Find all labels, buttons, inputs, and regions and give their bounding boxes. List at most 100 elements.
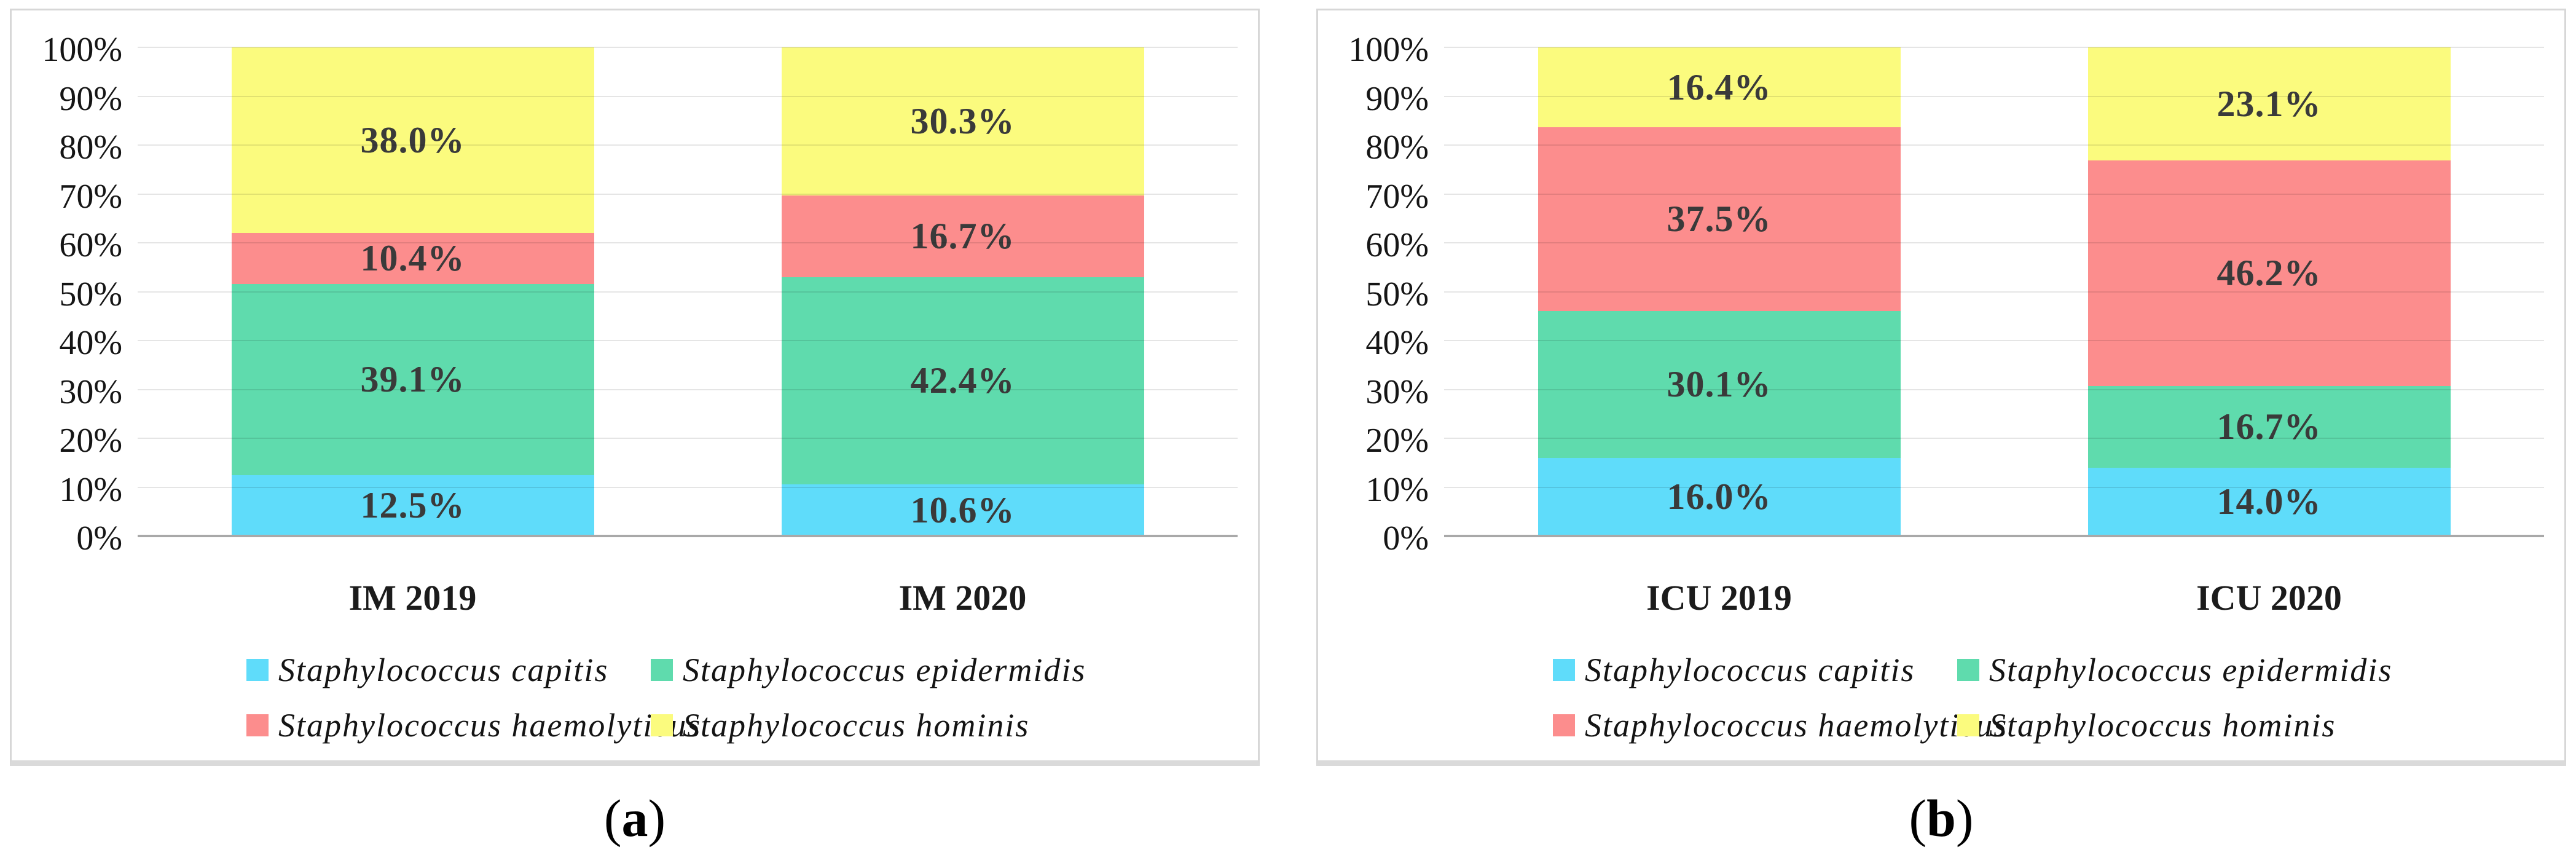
- data-label: 10.4%: [360, 238, 465, 279]
- y-axis-tick-label: 80%: [1365, 128, 1429, 167]
- legend-color-swatch: [651, 659, 673, 681]
- legend-series-name: Staphylococcus epidermidis: [683, 652, 1086, 688]
- data-label: 16.7%: [2217, 406, 2322, 447]
- legend-color-swatch: [1957, 714, 1979, 736]
- gridline: [138, 438, 1238, 439]
- gridline: [1444, 291, 2544, 293]
- bar-segment-im-2019: 39.1%: [231, 283, 594, 475]
- y-axis-tick-label: 100%: [1348, 31, 1429, 69]
- data-label: 42.4%: [910, 360, 1015, 401]
- caption-a-close-paren: ): [648, 789, 666, 848]
- data-label: 12.5%: [360, 485, 465, 526]
- gridline: [1444, 95, 2544, 97]
- caption-b-letter: b: [1926, 789, 1956, 848]
- y-axis-tick-label: 90%: [1365, 79, 1429, 118]
- stacked-bar-chart-panel-b: 16.0% 30.1% 37.5% 16.4% ICU 2019 14.0% 16.7% 46…: [1316, 9, 2566, 766]
- gridline: [1444, 47, 2544, 48]
- bar-segment-icu-2019: 16.4%: [1537, 47, 1901, 128]
- y-axis-tick-label: 60%: [1365, 226, 1429, 264]
- legend-item-haemolyticus: Staphylococcus haemolyticus: [1553, 709, 2008, 742]
- gridline: [1444, 340, 2544, 341]
- data-label: 16.4%: [1667, 67, 1772, 108]
- legend-color-swatch: [246, 659, 269, 681]
- caption-a-letter: a: [621, 789, 648, 848]
- x-axis-line: [1444, 535, 2544, 537]
- bar-segment-icu-2020: 46.2%: [2087, 160, 2451, 386]
- data-label: 16.7%: [910, 216, 1015, 257]
- bar-segment-icu-2019: 16.0%: [1537, 457, 1901, 536]
- caption-a-open-paren: (: [603, 789, 622, 848]
- legend-series-name: Staphylococcus haemolyticus: [278, 707, 702, 744]
- x-axis-line: [138, 535, 1238, 537]
- y-axis-tick-label: 30%: [1365, 372, 1429, 411]
- gridline: [1444, 388, 2544, 390]
- y-axis-tick-label: 70%: [1365, 177, 1429, 216]
- legend-color-swatch: [1553, 659, 1575, 681]
- data-label: 16.0%: [1667, 476, 1772, 518]
- y-axis-tick-label: 50%: [59, 275, 122, 313]
- gridline: [1444, 193, 2544, 195]
- category-label: IM 2019: [348, 578, 477, 618]
- subfigure-caption-a: (a): [389, 792, 881, 845]
- caption-b-open-paren: (: [1909, 789, 1927, 848]
- gridline: [1444, 486, 2544, 488]
- legend-item-hominis: Staphylococcus hominis: [1957, 709, 2336, 742]
- legend-series-name: Staphylococcus hominis: [1989, 707, 2336, 744]
- data-label: 10.6%: [910, 489, 1015, 530]
- legend-series-name: Staphylococcus capitis: [278, 652, 609, 688]
- legend-item-epidermidis: Staphylococcus epidermidis: [651, 653, 1086, 687]
- bar-segment-im-2019: 12.5%: [231, 475, 594, 536]
- legend-series-name: Staphylococcus hominis: [683, 707, 1030, 744]
- y-axis-tick-label: 0%: [1383, 519, 1429, 558]
- y-axis-tick-label: 70%: [59, 177, 122, 216]
- data-label: 46.2%: [2217, 253, 2322, 294]
- legend-series-name: Staphylococcus capitis: [1585, 652, 1915, 688]
- category-label: IM 2020: [898, 578, 1027, 618]
- y-axis-tick-label: 20%: [59, 422, 122, 460]
- y-axis-tick-label: 0%: [76, 519, 122, 558]
- data-label: 37.5%: [1667, 199, 1772, 240]
- gridline: [138, 340, 1238, 341]
- data-label: 23.1%: [2217, 83, 2322, 124]
- legend-series-name: Staphylococcus epidermidis: [1989, 652, 2393, 688]
- legend-item-capitis: Staphylococcus capitis: [1553, 653, 1915, 687]
- y-axis-tick-label: 10%: [1365, 470, 1429, 509]
- data-label: 14.0%: [2217, 481, 2322, 522]
- y-axis-tick-label: 40%: [59, 324, 122, 362]
- y-axis-tick-label: 100%: [42, 31, 122, 69]
- bar-segment-im-2019: 38.0%: [231, 47, 594, 234]
- bar-segment-im-2020: 16.7%: [781, 195, 1144, 277]
- bar-segment-im-2020: 42.4%: [781, 277, 1144, 484]
- bar-segment-im-2020: 10.6%: [781, 484, 1144, 536]
- bar-segment-icu-2019: 30.1%: [1537, 310, 1901, 458]
- legend-color-swatch: [1553, 714, 1575, 736]
- data-label: 38.0%: [360, 120, 465, 161]
- y-axis-tick-label: 60%: [59, 226, 122, 264]
- y-axis-tick-label: 80%: [59, 128, 122, 167]
- y-axis-tick-label: 50%: [1365, 275, 1429, 313]
- data-label: 30.3%: [910, 101, 1015, 142]
- category-label: ICU 2019: [1646, 578, 1792, 618]
- gridline: [138, 486, 1238, 488]
- data-label: 30.1%: [1667, 364, 1772, 405]
- bar-segment-icu-2020: 14.0%: [2087, 467, 2451, 536]
- y-axis-tick-label: 30%: [59, 372, 122, 411]
- y-axis-tick-label: 10%: [59, 470, 122, 509]
- gridline: [138, 144, 1238, 146]
- legend-color-swatch: [651, 714, 673, 736]
- gridline: [138, 242, 1238, 243]
- caption-b-close-paren: ): [1955, 789, 1974, 848]
- legend-item-epidermidis: Staphylococcus epidermidis: [1957, 653, 2392, 687]
- category-label: ICU 2020: [2196, 578, 2342, 618]
- gridline: [138, 291, 1238, 293]
- gridline: [138, 193, 1238, 195]
- gridline: [138, 388, 1238, 390]
- legend-color-swatch: [1957, 659, 1979, 681]
- bar-segment-icu-2019: 37.5%: [1537, 127, 1901, 311]
- y-axis-tick-label: 40%: [1365, 324, 1429, 362]
- stacked-bar-chart-panel-a: 12.5% 39.1% 10.4% 38.0% IM 2019 10.6% 42.4% 16.…: [10, 9, 1260, 766]
- legend-item-hominis: Staphylococcus hominis: [651, 709, 1029, 742]
- gridline: [1444, 242, 2544, 243]
- legend-color-swatch: [246, 714, 269, 736]
- legend-item-capitis: Staphylococcus capitis: [246, 653, 608, 687]
